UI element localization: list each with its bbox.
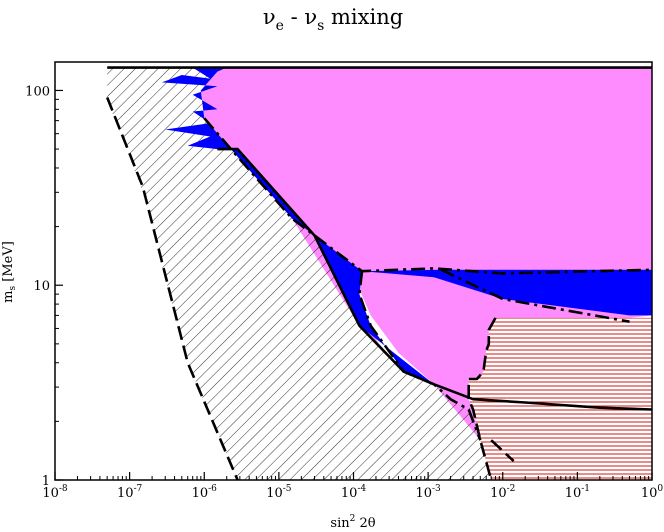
title-sub-e: e bbox=[276, 18, 284, 34]
x-axis-ticks: 10-8 10-7 10-6 10-5 10-4 10-3 10-2 10-1 100 bbox=[42, 472, 663, 501]
title-rest: mixing bbox=[324, 5, 403, 29]
title-sub-s: s bbox=[317, 18, 324, 34]
y-tick-label: 100 bbox=[25, 84, 50, 99]
xlabel-rest: 2θ bbox=[355, 516, 375, 531]
x-tick-label: 10-2 bbox=[490, 484, 515, 501]
dashed-red-edge bbox=[467, 317, 497, 480]
ylabel-sub: s bbox=[8, 285, 18, 290]
magenta-region bbox=[200, 67, 652, 441]
x-tick-label: 10-8 bbox=[42, 484, 68, 501]
y-tick-label: 1 bbox=[42, 474, 50, 489]
hatched-black-region bbox=[107, 67, 492, 480]
x-tick-label: 10-7 bbox=[117, 484, 143, 501]
x-tick-label: 10-1 bbox=[565, 484, 590, 501]
xlabel-sup: 2 bbox=[350, 514, 356, 524]
x-tick-label: 10-4 bbox=[341, 484, 367, 501]
y-axis-label: ms [MeV] bbox=[1, 241, 18, 303]
x-axis-label: sin2 2θ bbox=[330, 514, 375, 531]
x-tick-label: 10-3 bbox=[415, 484, 441, 501]
xlabel-base: sin bbox=[330, 516, 350, 531]
title-nu-2: ν bbox=[304, 5, 317, 29]
dashdot-lower bbox=[358, 271, 482, 441]
red-hatched-region bbox=[468, 317, 652, 480]
dashed-tail bbox=[490, 439, 515, 463]
title-nu: ν bbox=[263, 5, 276, 29]
plot-curves bbox=[105, 66, 652, 480]
y-axis-ticks: 1 10 100 bbox=[25, 84, 63, 489]
ylabel-base: m bbox=[1, 290, 16, 302]
chart-title: νe - νs mixing bbox=[263, 5, 403, 34]
x-tick-label: 10-6 bbox=[192, 484, 218, 501]
plot-regions bbox=[107, 67, 652, 480]
x-tick-label: 10-5 bbox=[266, 484, 292, 501]
y-tick-label: 10 bbox=[33, 279, 50, 294]
x-tick-label: 100 bbox=[641, 484, 664, 501]
dashed-boundary bbox=[105, 97, 239, 480]
ylabel-rest: [MeV] bbox=[1, 241, 16, 286]
title-sep: - bbox=[284, 5, 304, 29]
